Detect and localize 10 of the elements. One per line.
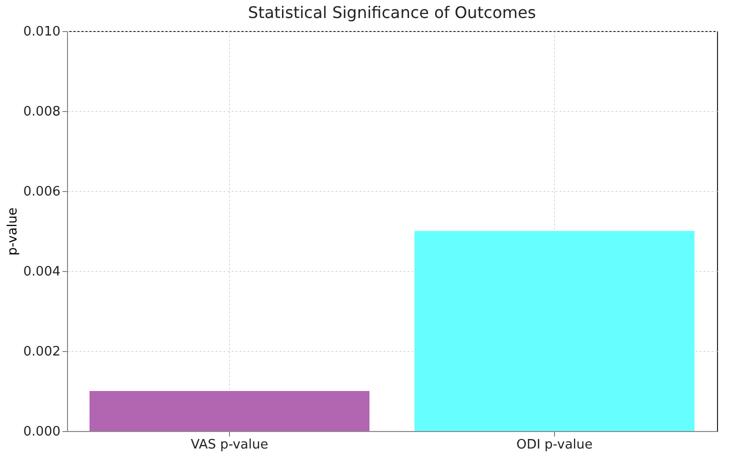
y-tick-label: 0.006 (23, 184, 60, 200)
chart-title: Statistical Significance of Outcomes (248, 3, 536, 22)
x-tick-label: ODI p-value (516, 438, 593, 452)
y-tick-label: 0.010 (23, 24, 60, 40)
y-tick-label: 0.008 (23, 104, 60, 120)
x-tick-label: VAS p-value (190, 438, 268, 452)
y-tick-label: 0.000 (23, 424, 60, 440)
y-tick-label: 0.002 (23, 344, 60, 360)
y-tick-label: 0.004 (23, 264, 60, 280)
y-axis-title: p-value (5, 207, 20, 256)
